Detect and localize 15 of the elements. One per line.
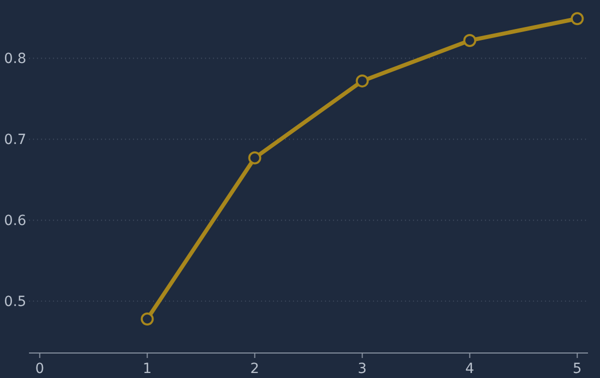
y-tick-label: 0.7 — [4, 132, 26, 148]
y-tick-label: 0.6 — [4, 213, 26, 230]
x-tick-label: 1 — [142, 361, 152, 377]
point — [570, 12, 584, 26]
x-tick-label: 5 — [572, 361, 582, 377]
x-tick-label: 3 — [358, 361, 367, 377]
x-tick-label: 0 — [35, 361, 44, 377]
point — [248, 151, 262, 164]
point — [140, 312, 154, 326]
x-tick-label: 2 — [250, 361, 260, 377]
x-tick-label: 4 — [465, 361, 474, 377]
point — [356, 74, 369, 88]
y-tick-label: 0.5 — [4, 294, 26, 310]
point — [463, 34, 476, 47]
y-tick-label: 0.8 — [4, 51, 26, 68]
